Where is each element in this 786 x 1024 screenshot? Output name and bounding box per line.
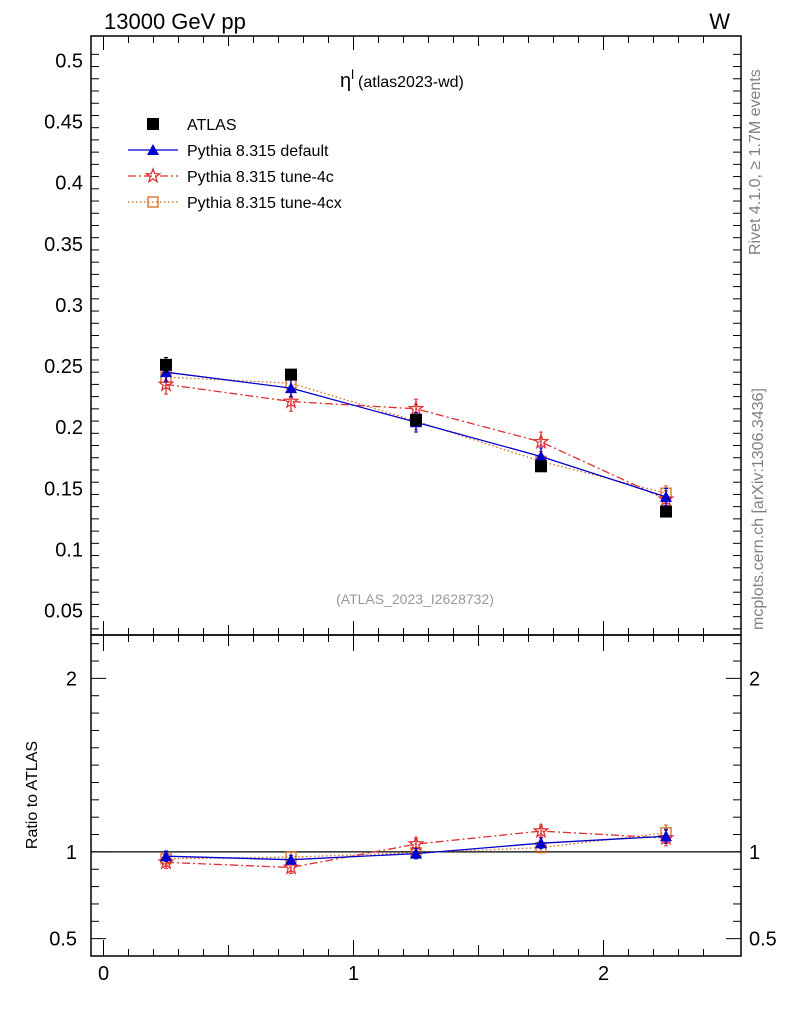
legend-atlas-label: ATLAS bbox=[187, 117, 237, 134]
series-tune4c bbox=[157, 374, 675, 509]
ratio-y-tick-label-right: 0.5 bbox=[749, 929, 777, 951]
series-line-tune4cx bbox=[165, 832, 667, 860]
ratio-y-tick-label: 0.5 bbox=[49, 929, 77, 951]
series-default bbox=[160, 361, 672, 506]
main-y-tick-label: 0.25 bbox=[44, 356, 83, 378]
ratio-plot-frame bbox=[90, 634, 742, 957]
tune4c-point bbox=[282, 858, 300, 875]
tune4c-point bbox=[157, 375, 175, 392]
process-label: W bbox=[709, 9, 730, 34]
legend: ATLAS Pythia 8.315 default Pythia 8.315 … bbox=[128, 117, 342, 212]
tune4c-point bbox=[282, 392, 300, 409]
main-y-tick-label: 0.5 bbox=[55, 50, 83, 72]
legend-default-label: Pythia 8.315 default bbox=[187, 143, 329, 160]
x-tick-label: 1 bbox=[348, 963, 359, 985]
atlas-point bbox=[535, 460, 547, 473]
atlas-point bbox=[160, 358, 172, 371]
analysis-watermark: (ATLAS_2023_I2628732) bbox=[336, 591, 494, 607]
plot-title: ηl (atlas2023-wd) bbox=[340, 67, 464, 92]
series-default bbox=[160, 828, 672, 865]
main-y-tick-label: 0.05 bbox=[44, 601, 83, 623]
ratio-y-tick-label: 2 bbox=[66, 668, 77, 690]
x-tick-label: 0 bbox=[98, 963, 109, 985]
rivet-side-label: Rivet 4.1.0, ≥ 1.7M events bbox=[747, 69, 764, 255]
mcplots-side-label: mcplots.cern.ch [arXiv:1306.3436] bbox=[750, 388, 767, 630]
ratio-y-tick-label: 1 bbox=[66, 842, 77, 864]
atlas-point bbox=[660, 505, 672, 518]
atlas-point bbox=[410, 413, 422, 426]
tune4c-point bbox=[407, 835, 425, 852]
series-atlas bbox=[160, 357, 672, 518]
main-y-tick-label: 0.3 bbox=[55, 295, 83, 317]
main-y-tick-label: 0.4 bbox=[55, 173, 83, 195]
ratio-axis-ticks: 0.5 0.5 1 1 2 2 0 1 2 bbox=[49, 635, 777, 985]
main-y-tick-label: 0.15 bbox=[44, 478, 83, 500]
ratio-y-tick-label-right: 2 bbox=[749, 668, 760, 690]
default-point bbox=[535, 837, 547, 849]
atlas-point bbox=[285, 368, 297, 381]
tune4c-point bbox=[532, 433, 550, 449]
main-axis-ticks: 0.05 0.1 0.15 0.2 0.25 0.3 0.35 0.4 0.45 0.5 bbox=[44, 36, 741, 635]
main-y-tick-label: 0.45 bbox=[44, 112, 83, 134]
plot-title-sup: l bbox=[351, 67, 354, 82]
legend-tune4c-label: Pythia 8.315 tune-4c bbox=[187, 169, 334, 186]
legend-tune4cx-label: Pythia 8.315 tune-4cx bbox=[187, 195, 342, 212]
default-point bbox=[535, 450, 547, 462]
tune4c-point bbox=[532, 822, 550, 839]
series-tune4cx bbox=[160, 368, 672, 502]
legend-tune4cx-marker bbox=[147, 196, 159, 208]
legend-tune4c-marker bbox=[144, 167, 162, 184]
default-point bbox=[160, 850, 172, 862]
ratio-ylabel: Ratio to ATLAS bbox=[24, 741, 41, 849]
legend-atlas-marker bbox=[147, 118, 159, 130]
ratio-y-tick-label-right: 1 bbox=[749, 842, 760, 864]
main-series-layer bbox=[157, 357, 675, 518]
x-tick-label: 2 bbox=[598, 963, 609, 985]
plot-title-tag: (atlas2023-wd) bbox=[358, 74, 464, 91]
default-point bbox=[410, 847, 422, 859]
energy-label: 13000 GeV pp bbox=[104, 9, 246, 34]
main-y-tick-label: 0.35 bbox=[44, 234, 83, 256]
ratio-series-layer bbox=[157, 822, 675, 875]
default-point bbox=[660, 830, 672, 842]
default-point bbox=[660, 490, 672, 502]
default-point bbox=[285, 853, 297, 865]
plot-title-main: η bbox=[340, 70, 351, 92]
default-point bbox=[285, 382, 297, 394]
main-y-tick-label: 0.2 bbox=[55, 417, 83, 439]
tune4c-point bbox=[407, 399, 425, 416]
series-line-default bbox=[165, 371, 667, 498]
legend-default-marker bbox=[147, 144, 159, 155]
main-y-tick-label: 0.1 bbox=[55, 539, 83, 561]
